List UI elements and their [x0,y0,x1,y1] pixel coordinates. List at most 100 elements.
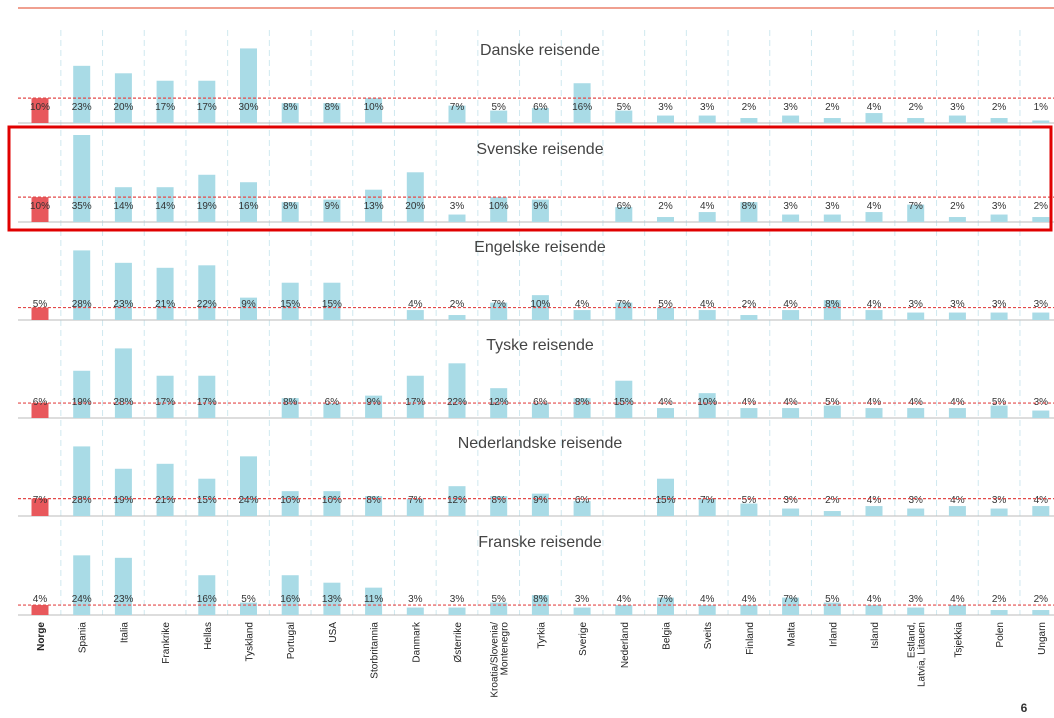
bar [1032,312,1050,320]
bar [281,491,299,516]
data-label: 9% [533,201,548,212]
bar [31,498,49,516]
x-tick-label: Italia [119,622,130,644]
data-label: 4% [867,299,882,310]
bar [865,506,883,516]
data-label: 7% [908,201,923,212]
bar [448,105,466,123]
data-label: 2% [825,495,840,506]
data-label: 21% [155,299,175,310]
bar [865,113,883,123]
data-label: 4% [867,201,882,212]
data-label: 3% [783,495,798,506]
bar [31,605,49,615]
bar [240,48,257,123]
bar [448,214,466,222]
data-label: 10% [489,201,509,212]
data-label: 16% [280,594,300,605]
page-number: 6 [1021,701,1028,715]
data-label: 2% [950,201,965,212]
x-tick-label: Frankrike [161,622,172,664]
bar [114,557,132,615]
bar [740,605,758,615]
data-label: 4% [867,594,882,605]
data-label: 8% [366,495,381,506]
data-label: 8% [283,201,298,212]
data-label: 16% [238,201,258,212]
bar [198,174,216,222]
data-label: 2% [1034,201,1049,212]
data-label: 3% [950,299,965,310]
data-label: 23% [113,594,133,605]
x-tick-label: Danmark [411,621,422,663]
data-label: 28% [72,299,92,310]
data-label: 3% [575,594,590,605]
bar [740,408,758,418]
data-label: 15% [280,299,300,310]
data-label: 7% [617,299,632,310]
bar [740,202,758,222]
bar [281,103,299,123]
data-label: 2% [742,102,757,113]
data-label: 24% [238,495,258,506]
bar [573,398,591,418]
data-label: 6% [325,397,340,408]
data-label: 24% [72,594,92,605]
data-label: 4% [783,299,798,310]
bar [948,217,966,222]
bar [240,182,257,222]
bar [948,506,966,516]
data-label: 3% [783,102,798,113]
bar [198,375,216,418]
bar [782,508,800,516]
bar [782,310,800,320]
bar [907,508,925,516]
data-label: 6% [617,201,632,212]
bar [448,363,466,418]
x-tick-label: Belgia [662,622,673,650]
bar [698,393,716,418]
bar [1032,410,1050,418]
data-label: 3% [450,201,465,212]
bar [698,310,716,320]
data-label: 3% [992,495,1007,506]
data-label: 4% [867,495,882,506]
x-tick-label: Storbritannia [370,622,381,679]
data-label: 5% [617,102,632,113]
x-tick-label: Polen [995,622,1006,648]
bar [198,575,216,615]
data-label: 3% [825,201,840,212]
bar [323,403,341,418]
bar [73,250,91,320]
bar [823,405,841,418]
bar [865,212,883,222]
bar [990,214,1008,222]
data-label: 3% [992,299,1007,310]
data-label: 4% [950,495,965,506]
data-label: 3% [450,594,465,605]
x-tick-label: Østerrike [453,622,464,663]
data-label: 23% [113,299,133,310]
bar [615,207,633,222]
bar [782,597,800,615]
bar [657,217,674,222]
bar [865,408,883,418]
data-label: 16% [197,594,217,605]
data-label: 7% [783,594,798,605]
data-label: 5% [33,299,48,310]
bar [990,610,1008,615]
data-label: 22% [447,397,467,408]
bar [114,187,132,222]
data-label: 5% [491,594,506,605]
data-label: 2% [825,102,840,113]
bar [240,456,257,516]
data-label: 3% [700,102,715,113]
bar [156,80,174,123]
x-tick-label: Island [870,622,881,649]
bar [448,607,466,615]
bar [698,605,716,615]
bar [657,115,674,123]
x-tick-label: Irland [828,622,839,647]
data-label: 8% [283,102,298,113]
